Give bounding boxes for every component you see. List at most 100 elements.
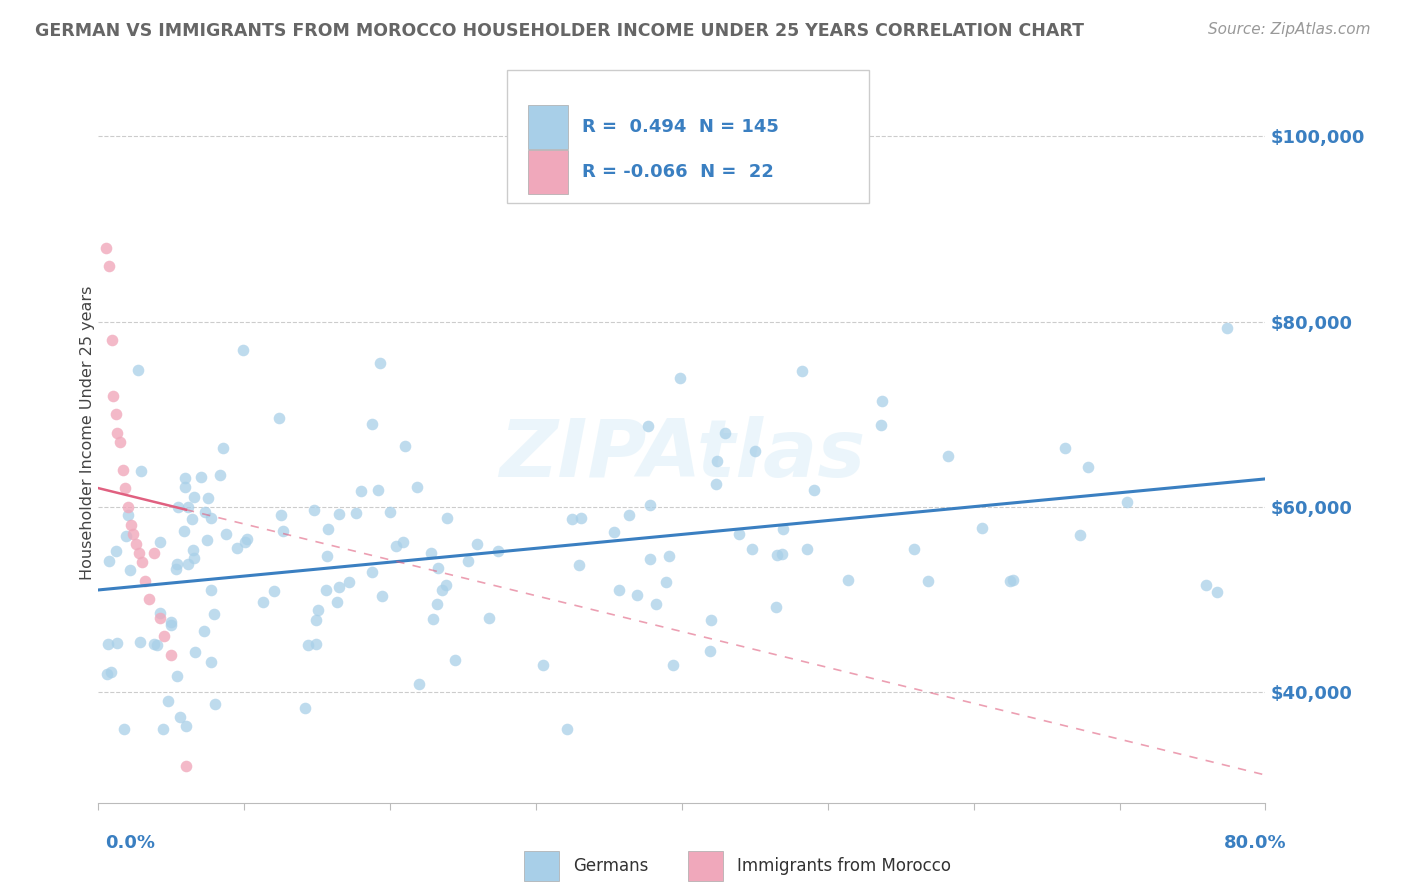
- Point: [156, 694, 179, 708]
- Point: [105, 543, 128, 558]
- Point: [638, 552, 661, 566]
- Point: [110, 434, 132, 449]
- Point: [419, 546, 441, 560]
- Point: [706, 454, 728, 468]
- Point: [131, 555, 153, 569]
- Point: [394, 438, 416, 452]
- Point: [105, 635, 128, 649]
- Text: GERMAN VS IMMIGRANTS FROM MOROCCO HOUSEHOLDER INCOME UNDER 25 YEARS CORRELATION : GERMAN VS IMMIGRANTS FROM MOROCCO HOUSEH…: [35, 22, 1084, 40]
- Point: [112, 722, 135, 736]
- Point: [380, 505, 402, 519]
- Point: [125, 536, 148, 550]
- Point: [1195, 578, 1218, 592]
- Point: [998, 574, 1021, 588]
- Point: [770, 547, 793, 561]
- Text: Source: ZipAtlas.com: Source: ZipAtlas.com: [1208, 22, 1371, 37]
- Point: [1206, 585, 1229, 599]
- Point: [174, 719, 197, 733]
- Point: [215, 526, 238, 541]
- Point: [97, 554, 120, 568]
- Point: [765, 548, 787, 562]
- Point: [233, 535, 256, 549]
- Point: [328, 507, 350, 521]
- Point: [152, 722, 174, 736]
- Point: [166, 558, 188, 572]
- FancyBboxPatch shape: [508, 70, 869, 203]
- Point: [307, 603, 329, 617]
- Point: [174, 479, 197, 493]
- Point: [112, 462, 135, 476]
- Point: [478, 611, 501, 625]
- Point: [96, 666, 118, 681]
- Point: [160, 615, 183, 629]
- Point: [183, 551, 205, 566]
- Point: [391, 534, 413, 549]
- Point: [772, 523, 794, 537]
- Point: [209, 468, 232, 483]
- Point: [294, 700, 316, 714]
- Point: [426, 597, 449, 611]
- Point: [129, 634, 152, 648]
- Point: [117, 500, 139, 514]
- Point: [174, 758, 197, 772]
- Point: [617, 508, 640, 523]
- Point: [101, 388, 124, 402]
- Point: [305, 613, 328, 627]
- Point: [297, 638, 319, 652]
- Point: [200, 511, 222, 525]
- Point: [204, 697, 226, 711]
- Point: [118, 563, 141, 577]
- Point: [344, 506, 367, 520]
- Point: [193, 624, 215, 639]
- Point: [117, 508, 139, 522]
- Point: [654, 575, 676, 590]
- Point: [408, 676, 430, 690]
- Point: [114, 481, 136, 495]
- Point: [226, 541, 249, 556]
- Text: 0.0%: 0.0%: [105, 834, 156, 852]
- Point: [160, 648, 183, 662]
- Point: [744, 444, 766, 458]
- Point: [316, 549, 339, 564]
- Point: [430, 583, 453, 598]
- Point: [568, 558, 591, 572]
- Text: R = -0.066  N =  22: R = -0.066 N = 22: [582, 163, 773, 181]
- Text: 80.0%: 80.0%: [1223, 834, 1286, 852]
- Point: [181, 512, 204, 526]
- Point: [1216, 321, 1239, 335]
- Point: [457, 554, 479, 568]
- Point: [603, 525, 626, 540]
- Point: [200, 655, 222, 669]
- Point: [326, 595, 349, 609]
- Point: [166, 668, 188, 682]
- Point: [165, 562, 187, 576]
- Point: [270, 508, 292, 522]
- Point: [970, 521, 993, 535]
- FancyBboxPatch shape: [527, 150, 568, 194]
- Point: [166, 500, 188, 515]
- Point: [803, 483, 825, 497]
- Point: [104, 407, 127, 421]
- Point: [367, 483, 389, 497]
- Point: [555, 722, 578, 736]
- Point: [197, 491, 219, 505]
- Point: [406, 480, 429, 494]
- Point: [706, 477, 728, 491]
- Point: [837, 573, 859, 587]
- Point: [422, 612, 444, 626]
- Point: [232, 343, 254, 358]
- Point: [94, 240, 117, 255]
- Y-axis label: Householder Income Under 25 years: Householder Income Under 25 years: [80, 285, 94, 580]
- Point: [252, 595, 274, 609]
- Text: Immigrants from Morocco: Immigrants from Morocco: [737, 856, 950, 875]
- Point: [765, 600, 787, 615]
- Point: [792, 364, 814, 378]
- Point: [870, 418, 893, 433]
- Point: [796, 541, 818, 556]
- Point: [315, 583, 337, 598]
- Point: [183, 490, 205, 504]
- Point: [361, 417, 384, 431]
- Point: [212, 441, 235, 455]
- Point: [204, 607, 226, 622]
- Point: [427, 561, 450, 575]
